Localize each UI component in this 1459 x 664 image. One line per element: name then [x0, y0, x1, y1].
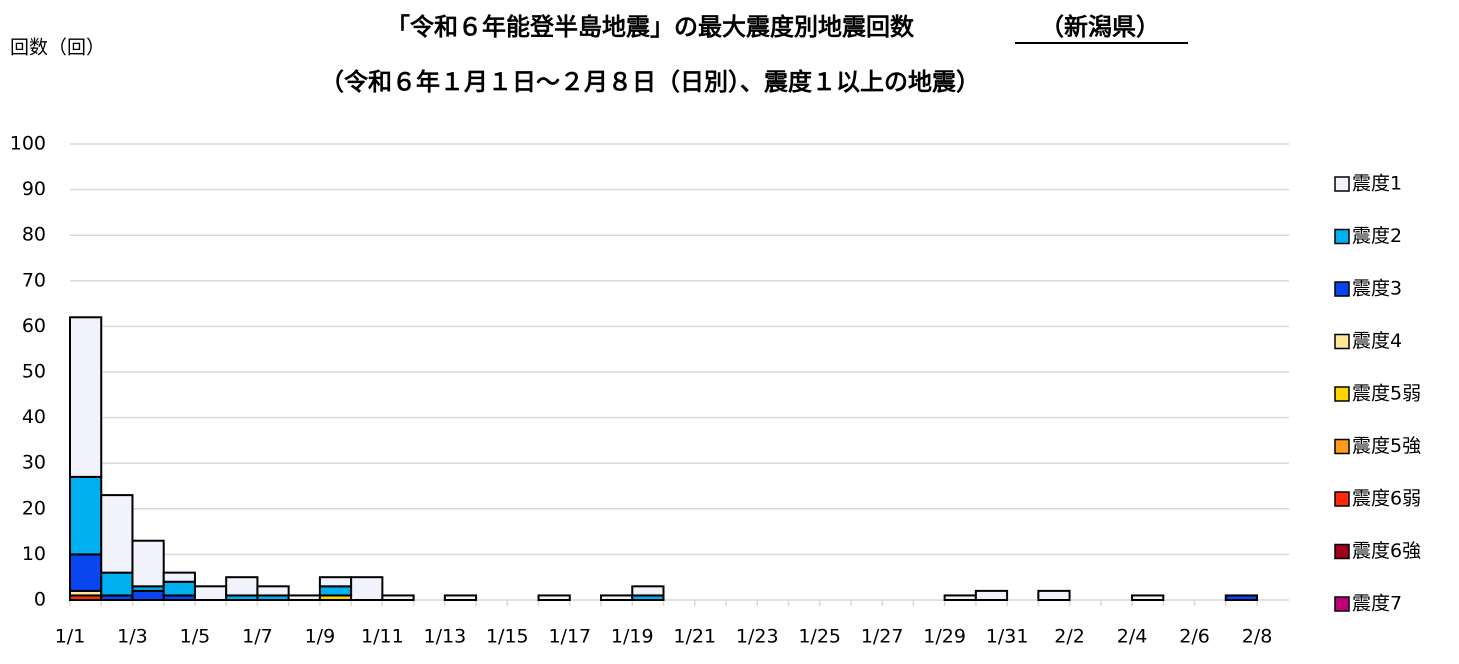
x-tick-label: 2/4 — [1117, 626, 1148, 648]
legend-swatch — [1334, 596, 1350, 612]
legend-swatch — [1334, 438, 1350, 455]
legend-swatch — [1334, 228, 1350, 245]
legend-swatch — [1334, 386, 1350, 402]
y-tick-label: 40 — [22, 406, 46, 428]
bar-segment — [537, 594, 571, 602]
legend-swatch — [1334, 543, 1350, 560]
legend-label: 震度3 — [1352, 278, 1402, 300]
y-tick-label: 0 — [34, 589, 46, 611]
y-tick-label: 30 — [22, 452, 46, 474]
bar-segment — [69, 475, 103, 556]
legend-swatch — [1334, 333, 1350, 350]
bar-segment — [318, 576, 353, 588]
x-tick-label: 2/8 — [1242, 626, 1273, 648]
y-tick-label: 80 — [22, 224, 46, 246]
bar-segment — [193, 585, 228, 602]
bar-segment — [69, 553, 103, 592]
bar-segment — [69, 316, 103, 478]
bar-segment — [100, 571, 134, 597]
bar-segment — [1131, 594, 1165, 602]
bar-segment — [1037, 589, 1071, 602]
legend-label: 震度6強 — [1352, 540, 1421, 562]
bar-segment — [631, 585, 665, 597]
x-tick-label: 1/21 — [673, 626, 716, 648]
chart-subtitle: （令和６年１月１日～２月８日（日別）、震度１以上の地震） — [320, 68, 980, 96]
x-tick-label: 1/5 — [180, 626, 211, 648]
x-tick-label: 2/2 — [1054, 626, 1085, 648]
bar-segment — [974, 589, 1009, 602]
x-tick-label: 1/7 — [242, 626, 273, 648]
x-tick-label: 1/1 — [55, 626, 86, 648]
legend-swatch — [1334, 176, 1350, 192]
legend-swatch — [1334, 281, 1350, 297]
x-tick-label: 2/6 — [1179, 626, 1210, 648]
x-tick-label: 1/13 — [424, 626, 467, 648]
legend-label: 震度6弱 — [1352, 488, 1421, 510]
bar-segment — [381, 594, 415, 602]
bar-segment — [162, 571, 196, 583]
y-tick-label: 70 — [22, 269, 46, 291]
x-tick-label: 1/31 — [986, 626, 1029, 648]
x-tick-label: 1/17 — [548, 626, 591, 648]
x-tick-label: 1/23 — [736, 626, 779, 648]
bar-segment — [287, 594, 321, 602]
bar-segment — [350, 576, 384, 602]
legend-label: 震度7 — [1352, 593, 1402, 615]
y-tick-label: 90 — [22, 178, 46, 200]
legend-label: 震度5弱 — [1352, 383, 1421, 405]
chart-title: 「令和６年能登半島地震」の最大震度別地震回数 — [386, 13, 915, 41]
x-tick-label: 1/19 — [611, 626, 654, 648]
bar-segment — [443, 594, 478, 602]
bar-segment — [256, 585, 290, 597]
region: （新潟県） — [1040, 13, 1160, 41]
y-tick-label: 10 — [22, 543, 46, 565]
legend-label: 震度1 — [1352, 173, 1402, 195]
bar-segment — [225, 576, 259, 597]
y-tick-label: 20 — [22, 497, 46, 519]
bar-segment — [131, 539, 165, 588]
y-axis-label: 回数（回） — [10, 37, 105, 59]
bar-segment — [162, 580, 196, 597]
bar-segment — [943, 594, 977, 602]
bar-segment — [1224, 594, 1259, 602]
legend-label: 震度5強 — [1352, 435, 1421, 457]
bar-segment — [100, 494, 134, 574]
bar-segment — [131, 589, 165, 602]
x-tick-label: 1/29 — [923, 626, 966, 648]
x-tick-label: 1/9 — [305, 626, 336, 648]
legend-swatch — [1334, 491, 1350, 507]
x-tick-label: 1/3 — [117, 626, 148, 648]
y-tick-label: 100 — [10, 133, 46, 155]
bar-segment — [600, 594, 634, 602]
bar-segment — [318, 585, 353, 597]
x-tick-label: 1/27 — [861, 626, 904, 648]
x-tick-label: 1/15 — [486, 626, 529, 648]
x-tick-label: 1/11 — [361, 626, 404, 648]
legend-label: 震度2 — [1352, 225, 1402, 247]
x-tick-label: 1/25 — [798, 626, 841, 648]
y-tick-label: 60 — [22, 315, 46, 337]
legend-label: 震度4 — [1352, 330, 1402, 352]
y-tick-label: 50 — [22, 361, 46, 383]
